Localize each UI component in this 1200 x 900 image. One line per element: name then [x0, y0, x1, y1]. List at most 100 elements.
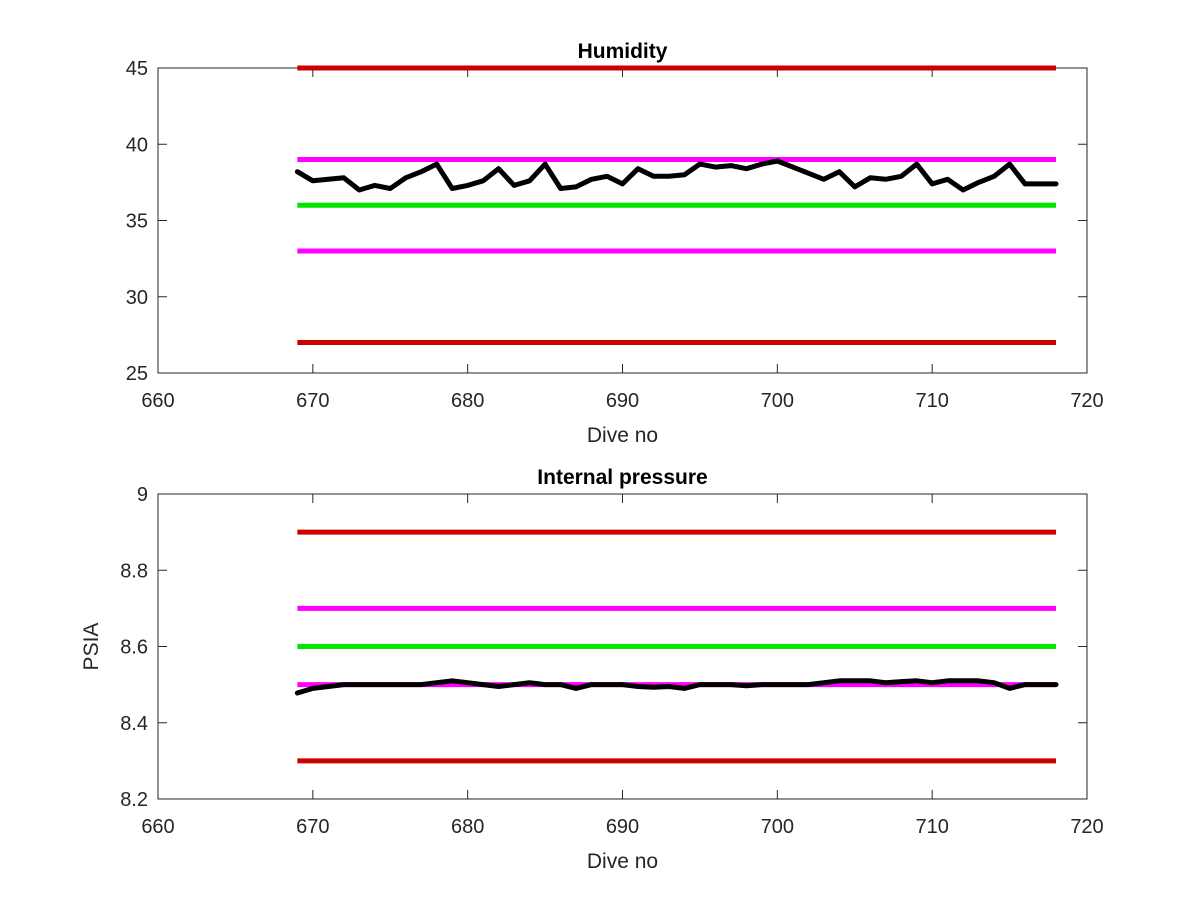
- data-point: [852, 184, 857, 190]
- data-point: [620, 682, 625, 687]
- data-point: [728, 682, 734, 687]
- data-point: [713, 164, 718, 170]
- data-point: [991, 174, 997, 179]
- x-tick-label: 690: [606, 390, 639, 412]
- data-point: [341, 682, 346, 687]
- x-tick-label: 720: [1070, 816, 1103, 838]
- data-point: [449, 678, 455, 684]
- data-point: [790, 682, 796, 687]
- data-point: [419, 169, 424, 174]
- data-point: [372, 682, 377, 687]
- data-point: [357, 682, 362, 687]
- data-point: [419, 682, 424, 687]
- data-point: [1007, 161, 1012, 167]
- x-axis-label: Dive no: [587, 850, 658, 873]
- data-point: [744, 683, 749, 688]
- data-point: [341, 175, 346, 180]
- x-tick-label: 710: [915, 390, 948, 412]
- data-point: [326, 684, 331, 689]
- x-tick-label: 670: [296, 390, 329, 412]
- data-point: [388, 186, 393, 191]
- data-point: [682, 172, 687, 177]
- data-point: [310, 686, 316, 691]
- data-point: [775, 158, 780, 164]
- data-point: [496, 684, 501, 689]
- data-point: [914, 161, 919, 167]
- y-tick-label: 25: [126, 363, 148, 385]
- x-tick-label: 700: [761, 390, 794, 412]
- data-point: [388, 682, 393, 687]
- data-point: [295, 690, 300, 696]
- x-tick-label: 680: [451, 390, 484, 412]
- data-point: [697, 682, 703, 687]
- data-point: [790, 164, 796, 170]
- y-tick-label: 8.6: [120, 637, 148, 659]
- data-point: [635, 684, 641, 689]
- data-point: [511, 183, 517, 188]
- x-tick-label: 670: [296, 816, 329, 838]
- data-point: [403, 175, 408, 180]
- data-point: [976, 180, 981, 185]
- data-point: [465, 183, 470, 188]
- x-tick-label: 660: [141, 390, 174, 412]
- x-tick-label: 720: [1070, 390, 1103, 412]
- data-point: [960, 678, 966, 684]
- data-point: [542, 682, 548, 687]
- data-point: [496, 166, 501, 171]
- chart-title: Humidity: [578, 40, 668, 63]
- data-point: [666, 174, 672, 179]
- data-point: [1038, 682, 1043, 687]
- data-point: [372, 183, 377, 188]
- data-point: [604, 682, 610, 687]
- data-point: [542, 161, 548, 167]
- y-tick-label: 8.4: [120, 713, 148, 735]
- data-point: [357, 187, 362, 193]
- data-point: [651, 174, 656, 179]
- data-point: [295, 169, 300, 174]
- y-tick-label: 8.8: [120, 560, 148, 582]
- data-point: [1022, 181, 1028, 187]
- data-point: [883, 177, 888, 182]
- axes-box: [157, 67, 1088, 374]
- data-point: [929, 680, 935, 685]
- y-tick-label: 30: [126, 287, 148, 309]
- data-point: [806, 171, 811, 176]
- data-point: [620, 181, 625, 187]
- data-point: [635, 166, 641, 171]
- data-point: [326, 177, 331, 182]
- data-point: [837, 678, 842, 684]
- data-point: [480, 682, 486, 687]
- data-point: [868, 175, 873, 180]
- data-point: [589, 682, 594, 687]
- data-point: [558, 186, 563, 191]
- x-tick-label: 700: [761, 816, 794, 838]
- data-point: [434, 161, 439, 167]
- data-point: [1022, 682, 1028, 687]
- y-tick-label: 45: [126, 58, 148, 80]
- data-point: [945, 177, 950, 182]
- data-point: [945, 678, 950, 684]
- data-point: [806, 682, 811, 687]
- data-point: [868, 678, 873, 684]
- data-point: [434, 680, 439, 685]
- data-point: [991, 680, 997, 685]
- y-axis-label: PSIA: [80, 623, 103, 671]
- data-point: [1007, 686, 1012, 691]
- data-point: [713, 682, 718, 687]
- data-point: [604, 174, 610, 179]
- data-point: [589, 177, 594, 182]
- data-point: [837, 169, 842, 174]
- data-point: [976, 678, 981, 684]
- data-point: [775, 682, 780, 687]
- data-point: [310, 178, 316, 184]
- data-point: [666, 684, 672, 689]
- y-tick-label: 40: [126, 134, 148, 156]
- data-point: [852, 678, 857, 684]
- data-point: [1053, 682, 1059, 687]
- data-point: [651, 685, 656, 690]
- x-tick-label: 680: [451, 816, 484, 838]
- data-point: [821, 680, 826, 685]
- data-series-line: [294, 678, 1059, 696]
- data-point: [527, 178, 532, 184]
